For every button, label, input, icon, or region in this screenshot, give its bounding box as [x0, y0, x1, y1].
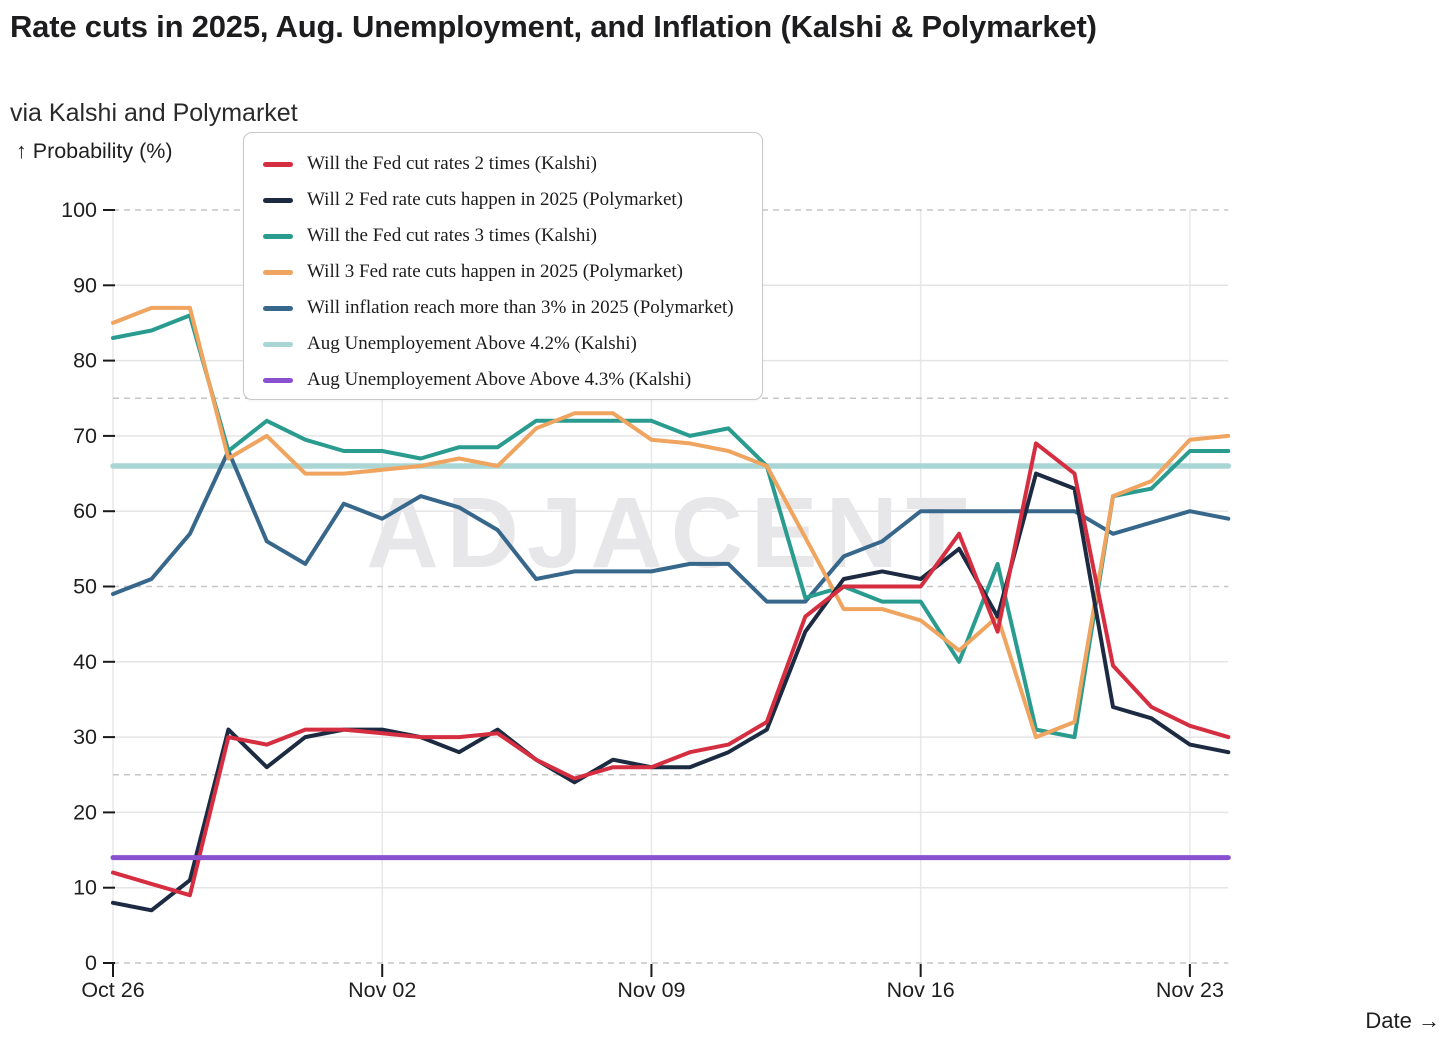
- y-tick-label: 100: [61, 198, 97, 222]
- legend-item: Will the Fed cut rates 2 times (Kalshi): [263, 146, 762, 182]
- legend-label: Will the Fed cut rates 2 times (Kalshi): [307, 153, 597, 174]
- legend-swatch-icon: [263, 341, 293, 347]
- series-line-2: [111, 471, 1231, 913]
- y-tick-label: 70: [73, 424, 97, 448]
- y-tick-label: 30: [73, 725, 97, 749]
- y-tick-label: 10: [73, 876, 97, 900]
- legend-swatch-icon: [263, 377, 293, 383]
- x-tick-label: Nov 02: [348, 978, 416, 1002]
- legend-label: Will the Fed cut rates 3 times (Kalshi): [307, 225, 597, 246]
- legend-item: Will inflation reach more than 3% in 202…: [263, 290, 762, 326]
- legend-swatch-icon: [263, 233, 293, 239]
- y-tick-label: 40: [73, 650, 97, 674]
- series-line-4: [111, 305, 1231, 740]
- legend-item: Aug Unemployement Above Above 4.3% (Kals…: [263, 362, 762, 398]
- series-line-5: [111, 449, 1231, 604]
- x-tick-label: Nov 16: [887, 978, 955, 1002]
- chart-legend: Will the Fed cut rates 2 times (Kalshi) W…: [243, 132, 763, 400]
- legend-label: Aug Unemployement Above 4.2% (Kalshi): [307, 333, 637, 354]
- y-tick-label: 90: [73, 273, 97, 297]
- y-tick-label: 80: [73, 349, 97, 373]
- chart-subtitle: via Kalshi and Polymarket: [10, 99, 298, 127]
- x-tick-label: Nov 09: [617, 978, 685, 1002]
- legend-label: Will 2 Fed rate cuts happen in 2025 (Pol…: [307, 189, 683, 210]
- legend-swatch-icon: [263, 161, 293, 167]
- y-tick-label: 60: [73, 499, 97, 523]
- legend-swatch-icon: [263, 305, 293, 311]
- legend-label: Will inflation reach more than 3% in 202…: [307, 297, 734, 318]
- legend-item: Will the Fed cut rates 3 times (Kalshi): [263, 218, 762, 254]
- legend-item: Will 3 Fed rate cuts happen in 2025 (Pol…: [263, 254, 762, 290]
- x-tick-label: Oct 26: [81, 978, 144, 1002]
- y-tick-label: 50: [73, 575, 97, 599]
- legend-item: Will 2 Fed rate cuts happen in 2025 (Pol…: [263, 182, 762, 218]
- series-line-1: [111, 441, 1231, 898]
- x-tick-label: Nov 23: [1156, 978, 1224, 1002]
- legend-swatch-icon: [263, 197, 293, 203]
- y-tick-label: 0: [85, 951, 97, 975]
- y-tick-label: 20: [73, 800, 97, 824]
- legend-item: Aug Unemployement Above 4.2% (Kalshi): [263, 326, 762, 362]
- legend-label: Will 3 Fed rate cuts happen in 2025 (Pol…: [307, 261, 683, 282]
- series-line-3: [111, 313, 1231, 740]
- y-axis-label: ↑ Probability (%): [16, 139, 173, 163]
- legend-swatch-icon: [263, 269, 293, 275]
- page-title: Rate cuts in 2025, Aug. Unemployment, an…: [10, 9, 1097, 44]
- x-axis-label: Date →: [1365, 1008, 1440, 1033]
- legend-label: Aug Unemployement Above Above 4.3% (Kals…: [307, 369, 692, 390]
